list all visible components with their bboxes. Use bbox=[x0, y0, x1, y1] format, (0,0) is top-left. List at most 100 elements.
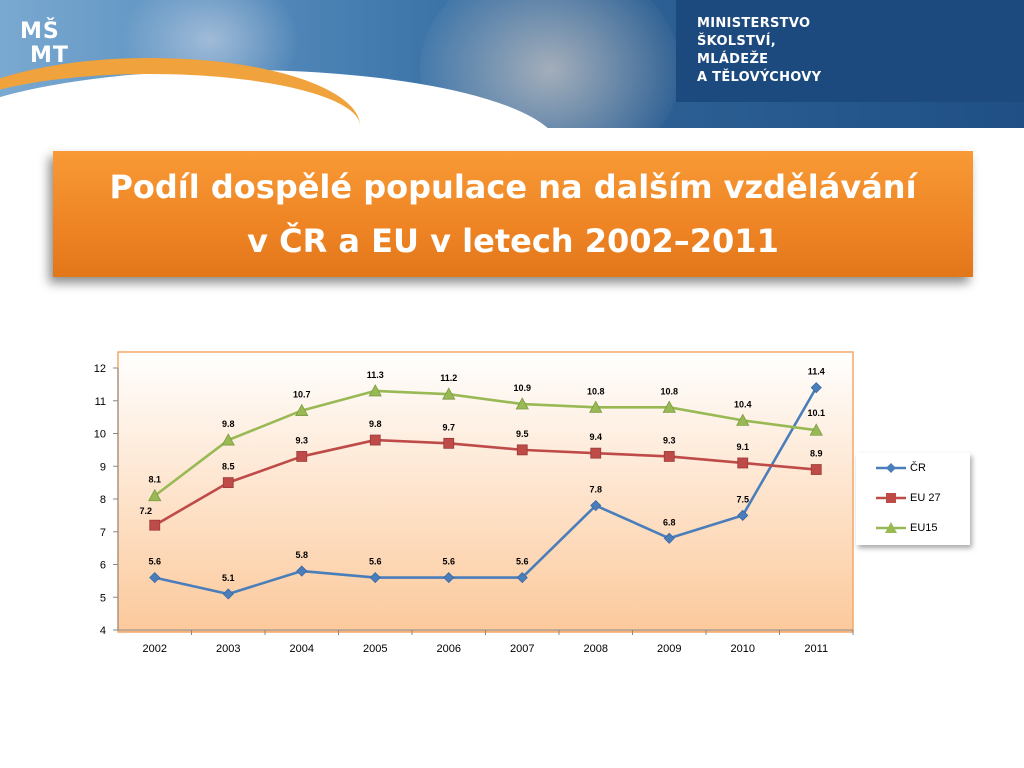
legend-item-0: ČR bbox=[876, 460, 966, 476]
data-label: 9.8 bbox=[369, 419, 382, 429]
title-banner bbox=[53, 151, 973, 277]
data-label: 9.5 bbox=[516, 429, 529, 439]
series-0-marker bbox=[443, 572, 455, 584]
x-tick-label: 2008 bbox=[584, 643, 608, 655]
series-1-marker bbox=[369, 434, 381, 446]
y-tick-label: 6 bbox=[100, 560, 106, 572]
y-tick-label: 10 bbox=[94, 429, 106, 441]
msmt-logo-icon: MŠ MT bbox=[20, 18, 69, 68]
series-2-marker bbox=[221, 433, 235, 446]
y-tick-label: 11 bbox=[95, 396, 106, 408]
data-label: 5.6 bbox=[148, 557, 161, 567]
header-banner: MŠ MT MINISTERSTVO ŠKOLSTVÍ, MLÁDEŽE A T… bbox=[0, 0, 1024, 128]
y-tick-label: 7 bbox=[100, 527, 106, 539]
series-0-line bbox=[154, 387, 818, 596]
series-1-marker bbox=[222, 477, 234, 489]
data-label: 11.3 bbox=[367, 370, 384, 380]
slide-title-line-1: Podíl dospělé populace na dalším vzděláv… bbox=[109, 168, 917, 206]
slide-title-line-2: v ČR a EU v letech 2002–2011 bbox=[247, 222, 779, 260]
data-label: 8.1 bbox=[148, 475, 161, 485]
data-label: 9.1 bbox=[736, 442, 749, 452]
ministry-box bbox=[676, 0, 1024, 102]
data-label: 8.9 bbox=[810, 449, 823, 459]
data-label: 7.8 bbox=[589, 485, 602, 495]
y-tick-label: 12 bbox=[94, 363, 106, 375]
series-1-marker bbox=[149, 519, 161, 531]
x-tick-label: 2002 bbox=[143, 643, 167, 655]
data-label: 9.4 bbox=[589, 432, 602, 442]
chart-legend bbox=[856, 453, 970, 545]
data-label: 5.6 bbox=[442, 557, 455, 567]
data-label: 10.9 bbox=[513, 383, 531, 393]
data-label: 7.2 bbox=[139, 506, 152, 516]
series-1-marker bbox=[810, 464, 822, 475]
data-label: 10.4 bbox=[734, 399, 752, 409]
data-label: 9.8 bbox=[222, 419, 235, 429]
series-2-marker bbox=[295, 403, 309, 416]
series-0-marker bbox=[516, 572, 528, 584]
x-tick-label: 2004 bbox=[290, 643, 314, 655]
data-label: 5.1 bbox=[222, 573, 235, 583]
data-label: 10.8 bbox=[587, 386, 605, 396]
legend-label-2: EU15 bbox=[910, 522, 938, 534]
series-1-line bbox=[154, 438, 817, 527]
series-1-marker bbox=[516, 444, 528, 456]
x-tick-label: 2009 bbox=[657, 643, 681, 655]
data-label: 10.8 bbox=[660, 386, 678, 396]
series-1-marker bbox=[737, 457, 749, 469]
series-0-marker bbox=[222, 588, 234, 600]
y-tick-label: 8 bbox=[100, 494, 106, 506]
series-0-marker bbox=[369, 572, 381, 584]
x-tick-label: 2011 bbox=[804, 643, 828, 655]
legend-item-2: EU15 bbox=[876, 520, 966, 536]
series-0-marker bbox=[810, 382, 822, 394]
data-label: 5.8 bbox=[295, 550, 308, 560]
series-0-marker bbox=[663, 532, 675, 544]
series-0-marker bbox=[296, 565, 308, 577]
ministry-line-2: ŠKOLSTVÍ, bbox=[697, 34, 776, 49]
svg-text:MT: MT bbox=[30, 43, 69, 66]
x-tick-label: 2010 bbox=[731, 643, 755, 655]
data-label: 6.8 bbox=[663, 517, 676, 527]
x-tick-label: 2005 bbox=[363, 643, 387, 655]
series-1-marker bbox=[296, 451, 308, 462]
data-label: 8.5 bbox=[222, 462, 235, 472]
ministry-line-3: MLÁDEŽE bbox=[697, 52, 769, 67]
data-label: 10.1 bbox=[807, 408, 825, 418]
series-2-marker bbox=[442, 387, 456, 400]
data-label: 7.5 bbox=[736, 494, 749, 504]
series-2-marker bbox=[589, 400, 603, 413]
ministry-line-4: A TĚLOVÝCHOVY bbox=[697, 70, 822, 85]
svg-text:MŠ: MŠ bbox=[20, 18, 60, 44]
series-0-marker bbox=[149, 572, 161, 584]
legend-swatch-2 bbox=[876, 522, 906, 533]
series-2-marker bbox=[662, 400, 676, 413]
data-label: 9.7 bbox=[442, 422, 455, 432]
series-1-marker bbox=[663, 451, 675, 462]
series-2-marker bbox=[736, 413, 750, 426]
y-tick-label: 9 bbox=[100, 461, 106, 473]
x-tick-label: 2006 bbox=[437, 643, 461, 655]
x-tick-label: 2007 bbox=[510, 643, 534, 655]
x-tick-label: 2003 bbox=[216, 643, 240, 655]
series-2-line bbox=[153, 389, 817, 497]
series-2-marker bbox=[809, 423, 823, 436]
data-label: 5.6 bbox=[369, 557, 382, 567]
data-label: 11.4 bbox=[808, 367, 825, 377]
legend-item-1: EU 27 bbox=[876, 490, 966, 506]
data-label: 9.3 bbox=[663, 435, 676, 445]
data-label: 10.7 bbox=[293, 390, 311, 400]
series-2-marker bbox=[368, 384, 382, 397]
legend-swatch-1 bbox=[876, 493, 906, 503]
series-0-marker bbox=[737, 509, 749, 521]
series-0-marker bbox=[590, 499, 602, 512]
series-1-marker bbox=[443, 437, 455, 449]
data-label: 11.2 bbox=[440, 373, 457, 383]
legend-label-0: ČR bbox=[910, 462, 926, 474]
ministry-line-1: MINISTERSTVO bbox=[697, 16, 811, 31]
series-1-marker bbox=[590, 447, 602, 459]
legend-swatch-0 bbox=[876, 463, 906, 473]
y-tick-label: 5 bbox=[100, 592, 106, 604]
series-2-marker bbox=[148, 488, 162, 502]
